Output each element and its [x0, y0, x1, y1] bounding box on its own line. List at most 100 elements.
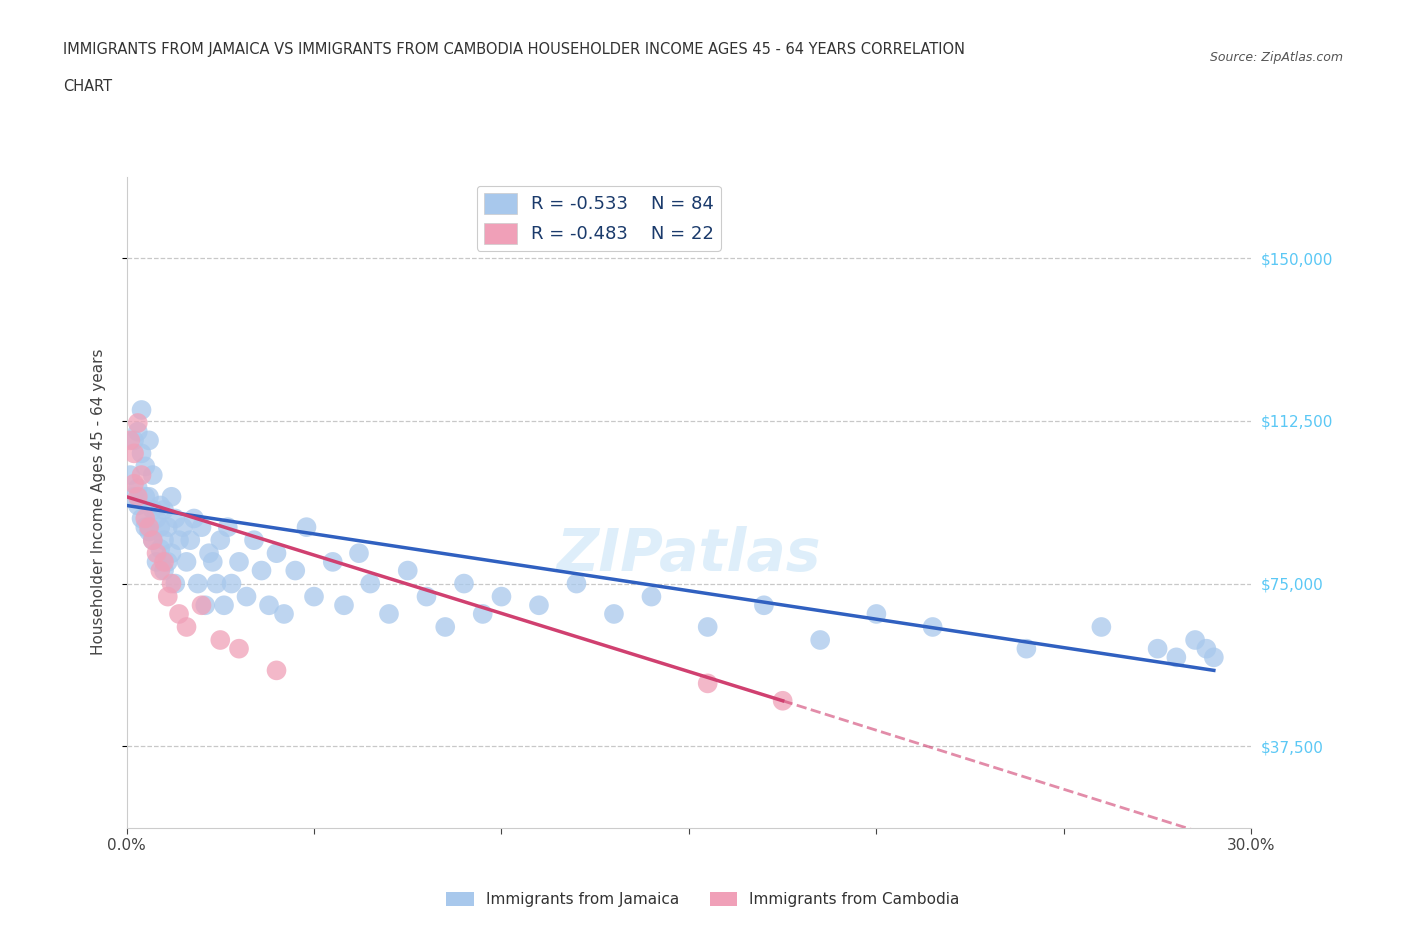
Point [153, 502, 176, 517]
Text: IMMIGRANTS FROM JAMAICA VS IMMIGRANTS FROM CAMBODIA HOUSEHOLDER INCOME AGES 45 -: IMMIGRANTS FROM JAMAICA VS IMMIGRANTS FR… [63, 42, 966, 57]
Y-axis label: Householder Income Ages 45 - 64 years: Householder Income Ages 45 - 64 years [91, 349, 105, 656]
Point [156, 554, 179, 569]
Point [865, 606, 887, 621]
Point [149, 498, 172, 513]
Point [167, 606, 190, 621]
Point [696, 619, 718, 634]
Point [134, 512, 156, 526]
Point [156, 590, 179, 604]
Point [145, 554, 167, 569]
Point [415, 590, 437, 604]
Point [172, 520, 194, 535]
Point [142, 502, 165, 517]
Legend: Immigrants from Jamaica, Immigrants from Cambodia: Immigrants from Jamaica, Immigrants from… [440, 885, 966, 913]
Point [1202, 650, 1225, 665]
Point [378, 606, 401, 621]
Point [752, 598, 775, 613]
Point [565, 577, 588, 591]
Point [201, 554, 224, 569]
Point [122, 446, 145, 461]
Point [160, 577, 183, 591]
Point [434, 619, 457, 634]
Point [165, 512, 187, 526]
Point [209, 533, 232, 548]
Point [120, 433, 142, 448]
Point [217, 520, 239, 535]
Point [145, 546, 167, 561]
Point [145, 512, 167, 526]
Point [212, 598, 235, 613]
Point [176, 619, 198, 634]
Legend: R = -0.533    N = 84, R = -0.483    N = 22: R = -0.533 N = 84, R = -0.483 N = 22 [477, 186, 721, 251]
Point [194, 598, 217, 613]
Text: Source: ZipAtlas.com: Source: ZipAtlas.com [1209, 51, 1343, 64]
Point [453, 577, 475, 591]
Point [491, 590, 513, 604]
Point [1184, 632, 1206, 647]
Point [273, 606, 295, 621]
Point [160, 546, 183, 561]
Point [138, 525, 160, 539]
Text: ZIPatlas: ZIPatlas [557, 525, 821, 583]
Point [127, 481, 149, 496]
Point [149, 541, 172, 556]
Point [205, 577, 228, 591]
Point [471, 606, 494, 621]
Point [808, 632, 831, 647]
Point [142, 533, 165, 548]
Point [120, 468, 142, 483]
Point [127, 424, 149, 439]
Point [131, 512, 153, 526]
Point [138, 433, 160, 448]
Point [167, 533, 190, 548]
Point [228, 642, 250, 657]
Point [359, 577, 381, 591]
Point [127, 416, 149, 431]
Point [333, 598, 356, 613]
Point [696, 676, 718, 691]
Point [131, 446, 153, 461]
Point [527, 598, 550, 613]
Point [190, 520, 212, 535]
Point [142, 533, 165, 548]
Point [603, 606, 626, 621]
Point [134, 489, 156, 504]
Point [266, 663, 288, 678]
Point [134, 459, 156, 474]
Point [266, 546, 288, 561]
Point [250, 564, 273, 578]
Point [347, 546, 370, 561]
Point [122, 433, 145, 448]
Point [149, 520, 172, 535]
Point [235, 590, 257, 604]
Point [156, 520, 179, 535]
Point [640, 590, 662, 604]
Point [183, 512, 205, 526]
Point [284, 564, 307, 578]
Point [153, 564, 176, 578]
Point [153, 554, 176, 569]
Point [302, 590, 325, 604]
Point [122, 489, 145, 504]
Point [127, 489, 149, 504]
Point [1166, 650, 1188, 665]
Point [138, 489, 160, 504]
Point [243, 533, 266, 548]
Point [138, 520, 160, 535]
Point [198, 546, 221, 561]
Point [176, 554, 198, 569]
Point [1015, 642, 1038, 657]
Point [921, 619, 943, 634]
Point [149, 564, 172, 578]
Point [142, 468, 165, 483]
Point [228, 554, 250, 569]
Point [1146, 642, 1168, 657]
Point [221, 577, 243, 591]
Point [322, 554, 344, 569]
Point [190, 598, 212, 613]
Point [1195, 642, 1218, 657]
Text: CHART: CHART [63, 79, 112, 94]
Point [1090, 619, 1112, 634]
Point [134, 520, 156, 535]
Point [160, 489, 183, 504]
